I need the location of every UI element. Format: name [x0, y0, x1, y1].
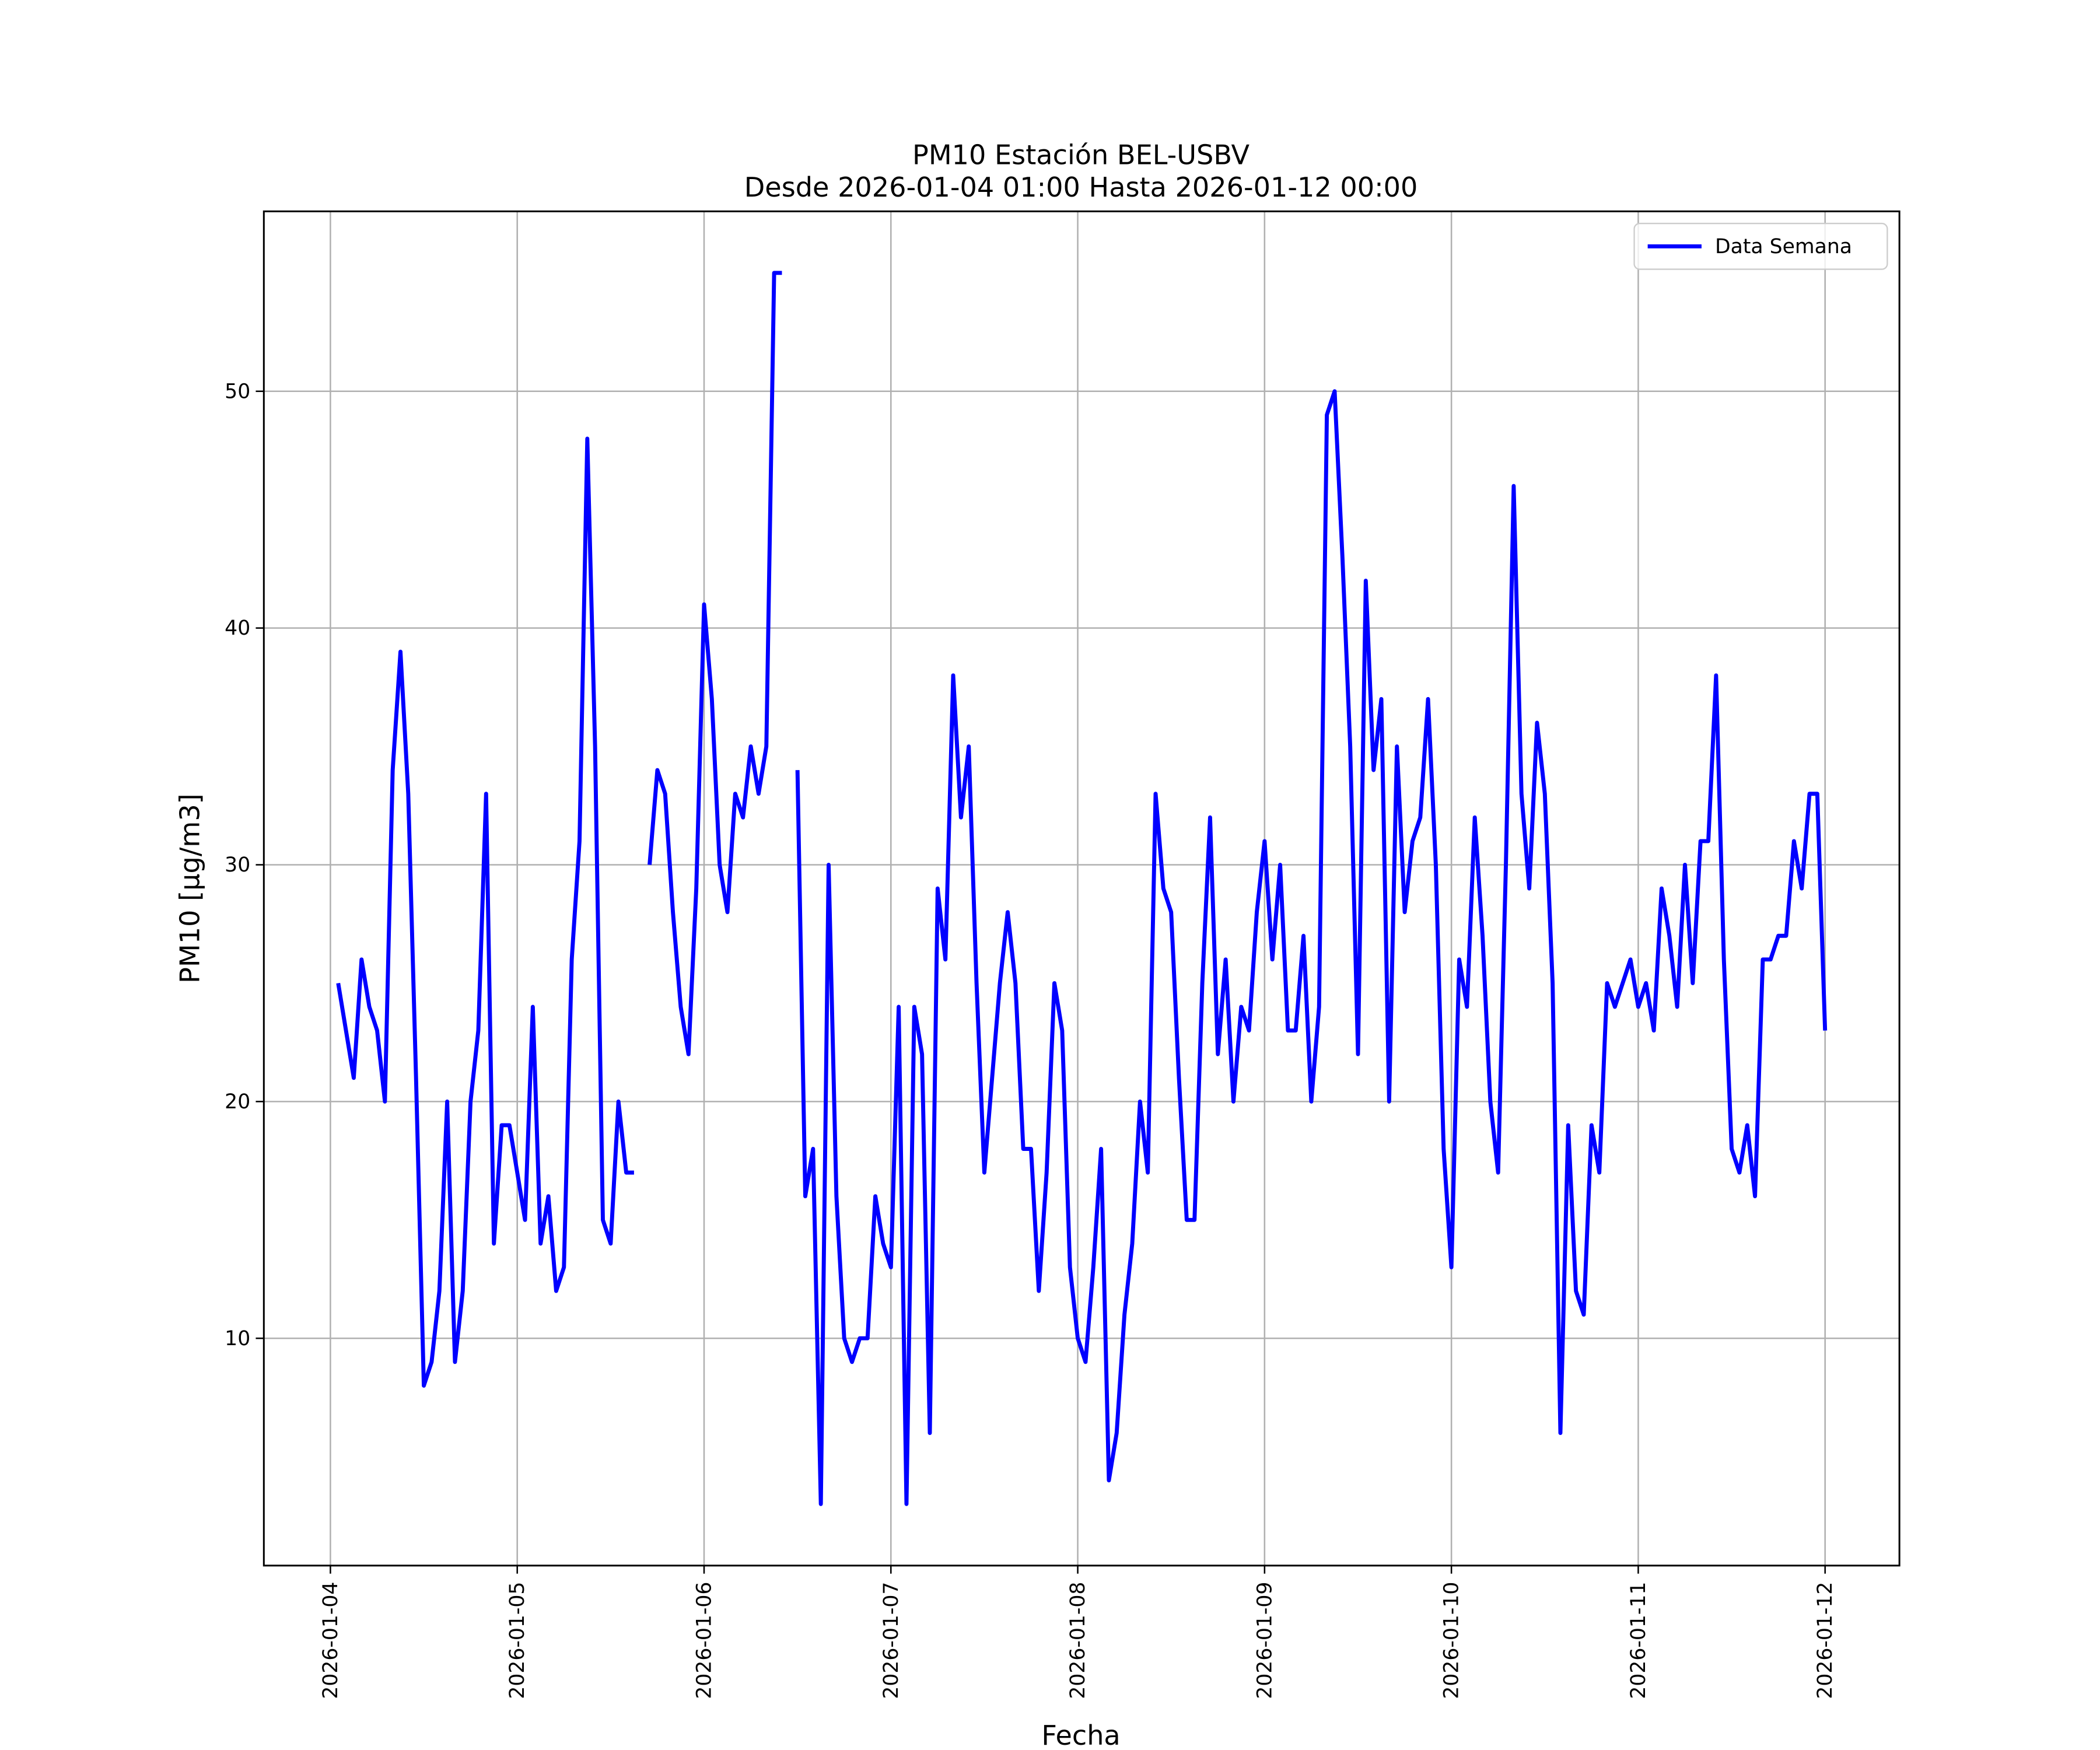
data-line: [336, 271, 1828, 1506]
legend-label: Data Semana: [1715, 235, 1852, 258]
chart-subtitle: Desde 2026-01-04 01:00 Hasta 2026-01-12 …: [744, 172, 1418, 203]
y-tick-label: 10: [225, 1327, 250, 1350]
x-tick-label: 2026-01-08: [1066, 1582, 1090, 1699]
y-tick-label: 40: [225, 617, 250, 640]
x-tick-label: 2026-01-10: [1440, 1582, 1464, 1699]
plot-area: [336, 271, 1828, 1506]
x-tick-label: 2026-01-12: [1814, 1582, 1837, 1699]
y-tick-label: 30: [225, 853, 250, 877]
axes-frame: [262, 210, 1901, 1567]
x-axis-label: Fecha: [1041, 1720, 1120, 1750]
ticks: 10 20 30 40 50 2026-01-04 2026-01-05 2026-01-06…: [225, 380, 1837, 1699]
x-tick-label: 2026-01-11: [1627, 1582, 1650, 1699]
y-tick-label: 20: [225, 1090, 250, 1114]
x-tick-label: 2026-01-04: [319, 1582, 342, 1699]
legend-box: [1633, 222, 1888, 270]
x-tick-label: 2026-01-05: [506, 1582, 529, 1699]
y-tick-label: 50: [225, 380, 250, 403]
x-tick-label: 2026-01-06: [693, 1582, 716, 1699]
x-tick-label: 2026-01-07: [880, 1582, 903, 1699]
y-axis-label: PM10 [μg/m3]: [174, 793, 206, 984]
chart-title: PM10 Estación BEL-USBV: [912, 139, 1250, 171]
legend: Data Semana: [1633, 222, 1888, 270]
x-tick-label: 2026-01-09: [1253, 1582, 1276, 1699]
